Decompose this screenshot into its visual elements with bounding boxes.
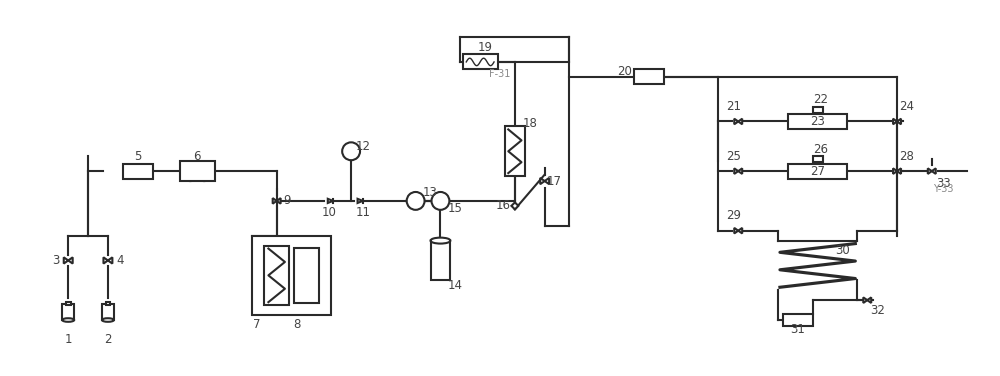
Bar xyxy=(813,156,823,162)
Bar xyxy=(252,236,331,315)
Text: 17: 17 xyxy=(547,174,562,188)
Text: 23: 23 xyxy=(810,115,825,128)
Bar xyxy=(264,246,289,305)
Ellipse shape xyxy=(431,238,450,244)
Polygon shape xyxy=(734,228,738,233)
Polygon shape xyxy=(867,297,871,303)
Polygon shape xyxy=(734,119,738,124)
Bar xyxy=(505,126,525,176)
Polygon shape xyxy=(734,168,738,174)
Text: 28: 28 xyxy=(900,150,914,163)
Bar xyxy=(813,107,823,112)
Text: 10: 10 xyxy=(322,206,337,219)
Text: 9: 9 xyxy=(283,194,290,208)
Circle shape xyxy=(432,192,449,210)
Polygon shape xyxy=(511,202,518,209)
Text: 15: 15 xyxy=(448,202,463,215)
Bar xyxy=(788,114,847,129)
Polygon shape xyxy=(273,198,277,204)
Text: 6: 6 xyxy=(194,150,201,163)
Polygon shape xyxy=(64,257,68,264)
Polygon shape xyxy=(277,198,281,204)
Text: 24: 24 xyxy=(899,100,914,113)
Polygon shape xyxy=(540,178,545,184)
Text: 14: 14 xyxy=(448,279,463,292)
Text: 1: 1 xyxy=(64,334,72,346)
Polygon shape xyxy=(103,257,108,264)
Polygon shape xyxy=(893,168,897,174)
Text: 21: 21 xyxy=(726,100,741,113)
Text: 13: 13 xyxy=(423,186,438,199)
Bar xyxy=(431,241,450,280)
Bar xyxy=(106,302,110,305)
Circle shape xyxy=(194,161,214,181)
Text: 33: 33 xyxy=(936,177,951,190)
Polygon shape xyxy=(897,168,901,174)
Ellipse shape xyxy=(62,318,74,322)
Text: 16: 16 xyxy=(495,199,510,212)
Text: 26: 26 xyxy=(813,143,828,156)
Bar xyxy=(634,70,664,84)
Bar xyxy=(123,164,153,179)
Polygon shape xyxy=(545,178,549,184)
Ellipse shape xyxy=(102,318,114,322)
Text: 25: 25 xyxy=(726,150,741,163)
Circle shape xyxy=(407,192,425,210)
Polygon shape xyxy=(932,168,936,174)
Text: 3: 3 xyxy=(53,254,60,267)
Circle shape xyxy=(180,161,200,181)
Text: 32: 32 xyxy=(870,303,885,317)
Polygon shape xyxy=(738,228,742,233)
Polygon shape xyxy=(893,119,897,124)
Bar xyxy=(294,248,319,303)
Polygon shape xyxy=(108,257,112,264)
Bar xyxy=(180,161,215,181)
Bar xyxy=(463,55,498,70)
Bar xyxy=(788,164,847,179)
Text: 7: 7 xyxy=(253,318,261,332)
Bar xyxy=(62,304,74,320)
Polygon shape xyxy=(928,168,932,174)
Polygon shape xyxy=(328,199,333,203)
Text: 2: 2 xyxy=(104,334,112,346)
Text: 29: 29 xyxy=(726,209,741,222)
Polygon shape xyxy=(738,119,742,124)
Bar xyxy=(66,302,71,305)
Bar xyxy=(102,304,114,320)
Circle shape xyxy=(342,143,360,160)
Polygon shape xyxy=(68,257,73,264)
Text: F-31: F-31 xyxy=(489,69,511,79)
Text: 4: 4 xyxy=(116,254,124,267)
Text: 11: 11 xyxy=(356,206,371,219)
Text: 20: 20 xyxy=(617,65,632,78)
Text: 27: 27 xyxy=(810,165,825,177)
Text: 18: 18 xyxy=(522,117,537,130)
Polygon shape xyxy=(358,199,363,203)
Text: 5: 5 xyxy=(134,150,141,163)
Text: 31: 31 xyxy=(790,323,805,337)
Text: 12: 12 xyxy=(356,140,371,153)
Bar xyxy=(783,314,813,326)
Polygon shape xyxy=(897,119,901,124)
Text: Y-33: Y-33 xyxy=(933,184,954,194)
Polygon shape xyxy=(738,168,742,174)
Text: 8: 8 xyxy=(293,318,300,332)
Polygon shape xyxy=(863,297,867,303)
Text: 22: 22 xyxy=(813,93,828,106)
Text: 30: 30 xyxy=(835,244,850,257)
Text: 19: 19 xyxy=(478,41,493,53)
